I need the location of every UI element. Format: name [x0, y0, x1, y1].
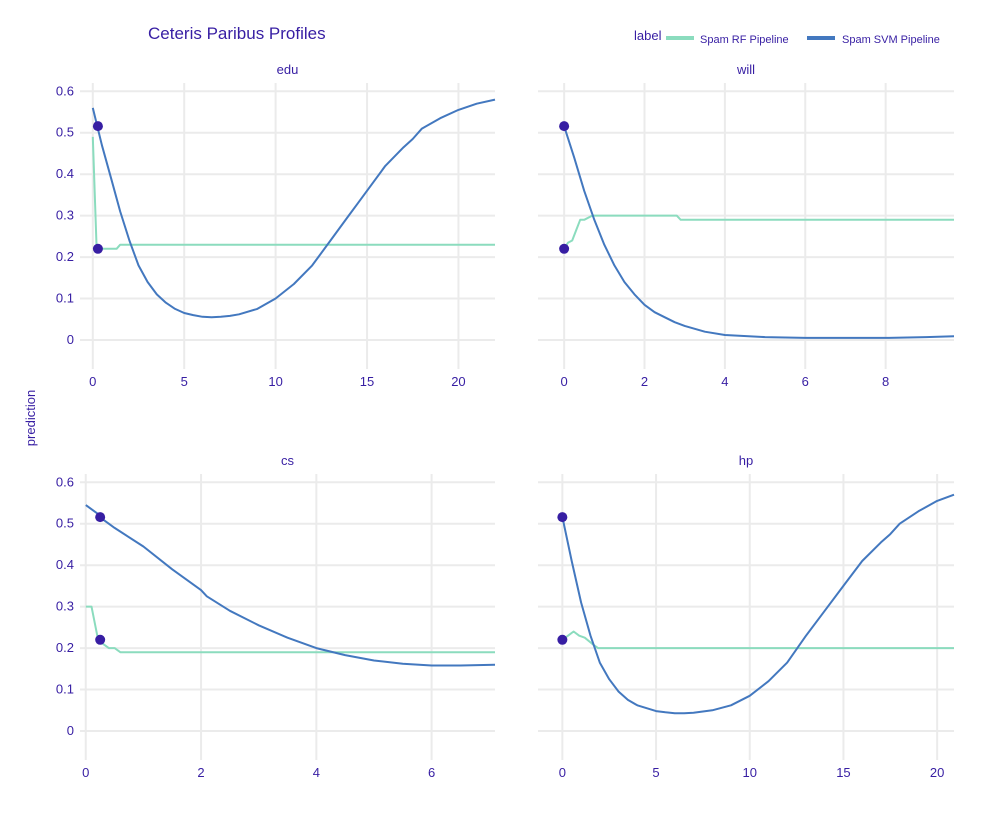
legend-label-svm[interactable]: Spam SVM Pipeline	[842, 34, 940, 46]
y-tick-label: 0.1	[56, 682, 74, 697]
series-line-rf	[561, 630, 954, 650]
observation-point	[95, 634, 106, 645]
y-tick-label: 0.1	[56, 291, 74, 306]
series-line-rf	[85, 605, 495, 654]
y-axis-label: prediction	[23, 390, 38, 446]
panel-hp: 0 5 10 15 20 hp	[538, 453, 955, 780]
x-tick-label: 20	[930, 765, 944, 780]
x-tick-label: 0	[89, 374, 96, 389]
x-tick-label: 6	[802, 374, 809, 389]
panel-title: edu	[277, 62, 299, 77]
y-tick-label: 0	[67, 332, 74, 347]
x-tick-label: 10	[268, 374, 282, 389]
x-tick-label: 20	[451, 374, 465, 389]
y-tick-label: 0.2	[56, 640, 74, 655]
x-tick-label: 6	[428, 765, 435, 780]
legend-label-rf[interactable]: Spam RF Pipeline	[700, 34, 789, 46]
y-tick-label: 0	[67, 723, 74, 738]
panel-title: hp	[739, 453, 753, 468]
panel-title: will	[736, 62, 755, 77]
y-tick-label: 0.2	[56, 249, 74, 264]
x-tick-label: 15	[836, 765, 850, 780]
panel-cs: 0 0.1 0.2 0.3 0.4 0.5 0.6 0 2 4 6 cs	[56, 453, 496, 780]
y-tick-label: 0.6	[56, 474, 74, 489]
y-tick-label: 0.3	[56, 599, 74, 614]
y-tick-label: 0.3	[56, 208, 74, 223]
x-tick-label: 0	[559, 765, 566, 780]
x-tick-label: 2	[641, 374, 648, 389]
y-tick-label: 0.4	[56, 557, 74, 572]
x-tick-label: 4	[313, 765, 320, 780]
x-tick-label: 8	[882, 374, 889, 389]
series-line-svm	[561, 493, 955, 715]
x-tick-label: 0	[82, 765, 89, 780]
series-line-svm	[563, 125, 955, 339]
x-tick-label: 2	[197, 765, 204, 780]
panel-edu: 0 0.1 0.2 0.3 0.4 0.5 0.6 0 5 10 15 20 edu	[56, 62, 496, 389]
x-tick-label: 5	[652, 765, 659, 780]
observation-point	[92, 243, 103, 254]
legend-title: label	[634, 28, 662, 43]
observation-point	[95, 512, 106, 523]
series-line-rf	[563, 214, 954, 250]
x-tick-label: 5	[181, 374, 188, 389]
x-tick-label: 15	[360, 374, 374, 389]
x-tick-label: 10	[743, 765, 757, 780]
observation-point	[557, 634, 568, 645]
observation-point	[557, 512, 568, 523]
y-tick-label: 0.5	[56, 125, 74, 140]
observation-point	[92, 121, 103, 132]
panel-title: cs	[281, 453, 295, 468]
series-line-svm	[85, 504, 496, 667]
x-tick-label: 4	[721, 374, 728, 389]
y-tick-label: 0.6	[56, 83, 74, 98]
series-line-svm	[91, 98, 496, 319]
series-line-rf	[91, 136, 495, 250]
y-tick-label: 0.4	[56, 166, 74, 181]
observation-point	[559, 121, 570, 132]
y-tick-label: 0.5	[56, 516, 74, 531]
chart-title: Ceteris Paribus Profiles	[148, 24, 326, 43]
observation-point	[559, 243, 570, 254]
legend: label Spam RF Pipeline Spam SVM Pipeline	[634, 28, 940, 46]
x-tick-label: 0	[561, 374, 568, 389]
panel-will: 0 2 4 6 8 will	[538, 62, 955, 389]
